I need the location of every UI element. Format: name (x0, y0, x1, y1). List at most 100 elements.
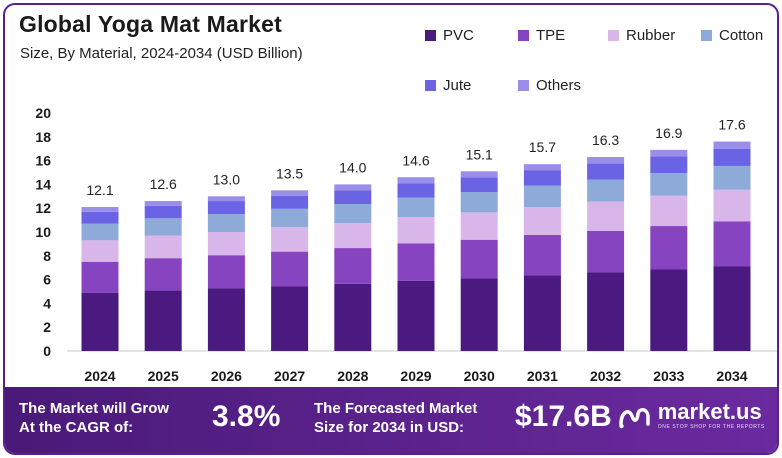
legend-swatch-tpe (518, 30, 529, 41)
bar-segment-jute-2024 (81, 211, 119, 224)
bar-segment-cotton-2024 (81, 223, 119, 241)
bar-segment-pvc-2027 (271, 286, 309, 351)
bar-segment-cotton-2030 (460, 192, 498, 213)
total-data-label: 17.6 (718, 117, 745, 133)
x-tick-label: 2033 (653, 368, 684, 384)
x-tick-label: 2029 (400, 368, 431, 384)
bar-segment-pvc-2030 (460, 278, 498, 351)
legend-item-rubber: Rubber (608, 27, 675, 44)
bar-segment-cotton-2027 (271, 208, 309, 228)
bar-segment-pvc-2033 (650, 269, 688, 351)
total-data-label: 15.1 (466, 146, 493, 162)
cagr-label: The Market will Grow At the CAGR of: (19, 399, 169, 437)
total-data-label: 14.0 (339, 159, 366, 175)
x-tick-label: 2027 (274, 368, 305, 384)
bar-segment-rubber-2032 (587, 201, 625, 231)
y-tick-label: 6 (43, 272, 51, 288)
x-tick-label: 2026 (211, 368, 242, 384)
legend-swatch-others (518, 80, 529, 91)
y-tick-label: 4 (43, 295, 51, 311)
bar-segment-jute-2032 (587, 163, 625, 180)
cagr-value: 3.8% (212, 400, 281, 433)
bar-segment-jute-2025 (144, 205, 182, 219)
bar-segment-jute-2034 (713, 148, 751, 166)
legend-item-jute: Jute (425, 77, 471, 94)
bar-segment-jute-2031 (523, 170, 561, 186)
total-data-label: 13.5 (276, 165, 303, 181)
stacked-bar-chart: 0 2 4 6 8 10 12 14 16 18 20 12.1 2024 12.6 2025 13.0 202… (35, 105, 777, 384)
bar-segment-others-2031 (523, 164, 561, 171)
x-tick-label: 2028 (337, 368, 368, 384)
bar-segment-pvc-2031 (523, 275, 561, 351)
brand-logo[interactable]: market.us ONE STOP SHOP FOR THE REPORTS (618, 401, 765, 430)
bar-segment-tpe-2032 (587, 230, 625, 273)
forecast-label-line1: The Forecasted Market (314, 400, 478, 417)
bar-segment-tpe-2027 (271, 251, 309, 287)
bar-segment-jute-2029 (397, 183, 435, 198)
bar-segment-pvc-2029 (397, 280, 435, 351)
total-data-label: 12.1 (86, 182, 113, 198)
bar-segment-tpe-2030 (460, 239, 498, 279)
total-data-label: 16.9 (655, 125, 682, 141)
bar-segment-tpe-2025 (144, 258, 182, 291)
legend-item-tpe: TPE (518, 27, 565, 44)
bar-segment-others-2032 (587, 157, 625, 164)
y-tick-label: 0 (43, 343, 51, 359)
total-data-label: 16.3 (592, 132, 619, 148)
forecast-label-line2: Size for 2034 in USD: (314, 419, 465, 436)
legend-label-rubber: Rubber (626, 27, 676, 44)
x-tick-label: 2032 (590, 368, 621, 384)
bar-segment-others-2026 (207, 196, 245, 202)
bar-segment-tpe-2031 (523, 234, 561, 276)
bar-segment-tpe-2028 (334, 248, 372, 284)
bar-segment-cotton-2029 (397, 197, 435, 218)
bar-segment-rubber-2028 (334, 223, 372, 249)
bar-segment-others-2034 (713, 141, 751, 149)
bar-segment-tpe-2033 (650, 226, 688, 270)
bar-segment-pvc-2026 (207, 288, 245, 351)
cagr-label-line1: The Market will Grow (19, 400, 170, 417)
bar-segment-pvc-2034 (713, 266, 751, 351)
bar-segment-rubber-2034 (713, 189, 751, 222)
legend-item-others: Others (518, 77, 581, 94)
x-tick-label: 2034 (716, 368, 747, 384)
bar-segment-cotton-2031 (523, 185, 561, 208)
total-data-label: 14.6 (402, 152, 429, 168)
bar-segment-jute-2026 (207, 201, 245, 215)
bar-segment-rubber-2025 (144, 235, 182, 259)
bar-segment-others-2030 (460, 171, 498, 178)
total-data-label: 12.6 (150, 176, 177, 192)
bar-segment-pvc-2028 (334, 283, 372, 351)
x-tick-label: 2024 (84, 368, 115, 384)
bar-segment-tpe-2026 (207, 255, 245, 289)
bar-segment-cotton-2033 (650, 173, 688, 196)
chart-title: Global Yoga Mat Market (19, 11, 282, 37)
y-tick-label: 18 (35, 129, 51, 145)
total-data-label: 15.7 (529, 139, 556, 155)
bar-segment-pvc-2024 (81, 292, 119, 351)
y-tick-label: 12 (35, 200, 51, 216)
x-tick-label: 2030 (464, 368, 495, 384)
forecast-label: The Forecasted Market Size for 2034 in U… (314, 399, 477, 437)
chart-subtitle: Size, By Material, 2024-2034 (USD Billio… (20, 45, 303, 62)
legend-label-pvc: PVC (443, 27, 474, 44)
bar-segment-others-2028 (334, 184, 372, 191)
total-data-label: 13.0 (213, 171, 240, 187)
brand-tagline: ONE STOP SHOP FOR THE REPORTS (657, 424, 765, 430)
bar-segment-jute-2028 (334, 190, 372, 205)
bar-segment-rubber-2026 (207, 232, 245, 256)
bar-segment-rubber-2029 (397, 217, 435, 244)
bar-segment-rubber-2027 (271, 227, 309, 252)
forecast-value: $17.6B (515, 400, 612, 433)
y-tick-label: 8 (43, 248, 51, 264)
bar-segment-tpe-2034 (713, 221, 751, 267)
legend-swatch-rubber (608, 30, 619, 41)
bar-segment-others-2024 (81, 207, 119, 212)
y-tick-label: 2 (43, 319, 51, 335)
legend-swatch-pvc (425, 30, 436, 41)
bar-segment-others-2025 (144, 201, 182, 206)
legend-item-cotton: Cotton (701, 27, 763, 44)
y-tick-label: 20 (35, 105, 51, 121)
bar-segment-rubber-2033 (650, 195, 688, 227)
legend-label-cotton: Cotton (719, 27, 764, 44)
